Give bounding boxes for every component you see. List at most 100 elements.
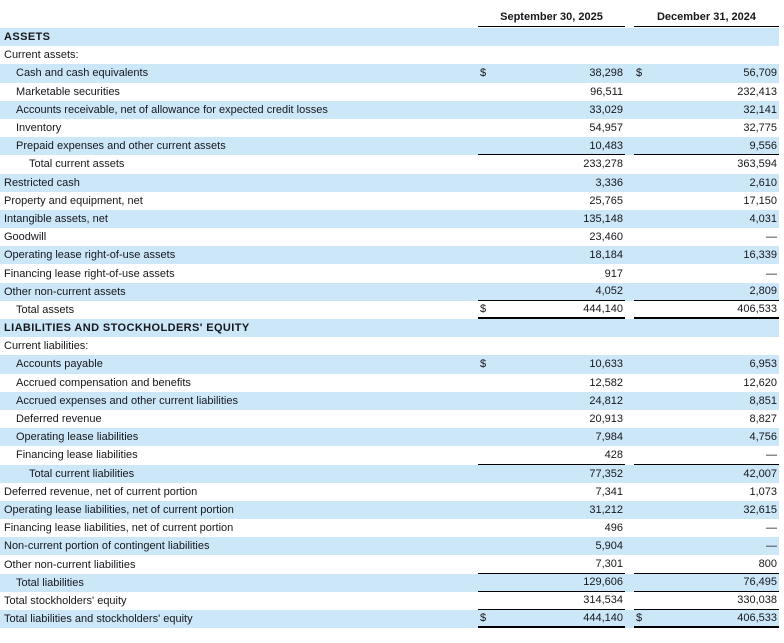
value-cell-sep-30-2025: 233,278 — [478, 155, 625, 173]
value: 2,809 — [749, 285, 777, 298]
value-cell-dec-31-2024: 800 — [634, 555, 779, 574]
value: 31,212 — [589, 503, 623, 516]
value-cell-dec-31-2024: 1,073 — [634, 483, 779, 501]
value-cell-dec-31-2024 — [634, 319, 779, 337]
value-cell-dec-31-2024: — — [634, 446, 779, 465]
value: 3,336 — [595, 176, 623, 189]
section-heading: LIABILITIES AND STOCKHOLDERS' EQUITY — [4, 322, 250, 335]
table-row: Other non-current liabilities 7,301 800 — [0, 555, 779, 574]
value-cell-dec-31-2024 — [634, 337, 779, 355]
table-row: Financing lease liabilities 428 — — [0, 446, 779, 465]
value: 232,413 — [737, 85, 777, 98]
value-cell-dec-31-2024 — [634, 46, 779, 64]
value: 4,756 — [749, 431, 777, 444]
table-row: Total liabilities 129,606 76,495 — [0, 573, 779, 592]
value-cell-sep-30-2025 — [478, 28, 625, 46]
row-label: Property and equipment, net — [4, 194, 143, 207]
value-cell-sep-30-2025: 3,336 — [478, 174, 625, 192]
row-label: Intangible assets, net — [4, 212, 108, 225]
value: 76,495 — [743, 576, 777, 589]
row-label: Current assets: — [4, 49, 79, 62]
row-label: Cash and cash equivalents — [16, 67, 149, 80]
value: — — [766, 267, 777, 280]
table-row: Financing lease liabilities, net of curr… — [0, 519, 779, 537]
value-cell-dec-31-2024: 32,141 — [634, 101, 779, 119]
table-row: Total current liabilities 77,352 42,007 — [0, 464, 779, 483]
row-label: Operating lease right-of-use assets — [4, 249, 176, 262]
value: 23,460 — [589, 231, 623, 244]
value: 6,953 — [749, 358, 777, 371]
table-row: Operating lease liabilities 7,984 4,756 — [0, 428, 779, 447]
value-cell-sep-30-2025: 4,052 — [478, 283, 625, 301]
row-label: Current liabilities: — [4, 340, 89, 353]
table-row: Total liabilities and stockholders' equi… — [0, 610, 779, 629]
value: 32,775 — [743, 122, 777, 135]
value-cell-sep-30-2025: 24,812 — [478, 392, 625, 410]
value-cell-sep-30-2025: 25,765 — [478, 192, 625, 210]
value: — — [766, 448, 777, 461]
table-row: Other non-current assets 4,052 2,809 — [0, 282, 779, 301]
row-label: Inventory — [16, 122, 62, 135]
value-cell-dec-31-2024: 17,150 — [634, 192, 779, 210]
value-cell-dec-31-2024: — — [634, 228, 779, 246]
table-row: Accrued expenses and other current liabi… — [0, 391, 779, 410]
value: 444,140 — [583, 612, 623, 625]
table-row: Deferred revenue 20,913 8,827 — [0, 410, 779, 428]
value: 18,184 — [589, 249, 623, 262]
value-cell-dec-31-2024: 16,339 — [634, 246, 779, 264]
value: — — [766, 540, 777, 553]
value-cell-sep-30-2025: 129,606 — [478, 574, 625, 592]
value-cell-sep-30-2025: 12,582 — [478, 374, 625, 392]
value-cell-sep-30-2025: 7,341 — [478, 483, 625, 501]
value: 32,615 — [743, 503, 777, 516]
value: 4,052 — [595, 285, 623, 298]
value-cell-sep-30-2025: 917 — [478, 264, 625, 282]
value-cell-dec-31-2024: 363,594 — [634, 155, 779, 173]
value-cell-sep-30-2025: $10,633 — [478, 355, 625, 373]
value: 7,301 — [595, 558, 623, 571]
table-row: Non-current portion of contingent liabil… — [0, 537, 779, 556]
row-label: Financing lease liabilities — [16, 449, 138, 462]
table-row: Prepaid expenses and other current asset… — [0, 137, 779, 156]
value-cell-sep-30-2025: 135,148 — [478, 210, 625, 228]
value-cell-dec-31-2024: 4,031 — [634, 210, 779, 228]
table-row: Deferred revenue, net of current portion… — [0, 483, 779, 501]
table-body: ASSETS Current assets: Cash and cash equiv… — [0, 28, 779, 629]
value-cell-sep-30-2025: 5,904 — [478, 537, 625, 555]
section-heading: ASSETS — [4, 31, 51, 44]
value: 314,534 — [583, 594, 623, 607]
value-cell-dec-31-2024: 330,038 — [634, 592, 779, 610]
table-row: Property and equipment, net 25,765 17,150 — [0, 192, 779, 210]
value-cell-dec-31-2024: 6,953 — [634, 355, 779, 373]
table-row: Goodwill 23,460 — — [0, 228, 779, 246]
value: 54,957 — [589, 122, 623, 135]
value: 330,038 — [737, 594, 777, 607]
row-label: Restricted cash — [4, 176, 80, 189]
value-cell-dec-31-2024: 76,495 — [634, 574, 779, 592]
row-label: Accrued expenses and other current liabi… — [16, 394, 238, 407]
value-cell-dec-31-2024: — — [634, 264, 779, 282]
value-cell-dec-31-2024: 406,533 — [634, 301, 779, 319]
row-label: Total assets — [16, 303, 75, 316]
value-cell-dec-31-2024: 12,620 — [634, 374, 779, 392]
dollar-sign: $ — [480, 302, 487, 315]
value: 56,709 — [743, 67, 777, 80]
table-row: Operating lease liabilities, net of curr… — [0, 500, 779, 520]
value: 444,140 — [583, 302, 623, 315]
row-label: Total liabilities and stockholders' equi… — [4, 613, 193, 626]
row-label: Accounts payable — [16, 358, 103, 371]
value-cell-sep-30-2025: 33,029 — [478, 101, 625, 119]
value-cell-dec-31-2024: 32,615 — [634, 501, 779, 519]
value: 8,851 — [749, 394, 777, 407]
dollar-sign: $ — [636, 67, 643, 80]
value: 32,141 — [743, 103, 777, 116]
value-cell-sep-30-2025: 10,483 — [478, 137, 625, 156]
value-cell-sep-30-2025: 428 — [478, 446, 625, 465]
row-label: Operating lease liabilities, net of curr… — [4, 503, 234, 516]
value: 96,511 — [590, 85, 623, 98]
row-label: Total current assets — [29, 158, 125, 171]
table-row: Accrued compensation and benefits 12,582 1… — [0, 374, 779, 392]
value-cell-dec-31-2024: 8,827 — [634, 410, 779, 428]
column-header-prior-period: December 31, 2024 — [634, 11, 779, 27]
value-cell-sep-30-2025: 314,534 — [478, 592, 625, 610]
